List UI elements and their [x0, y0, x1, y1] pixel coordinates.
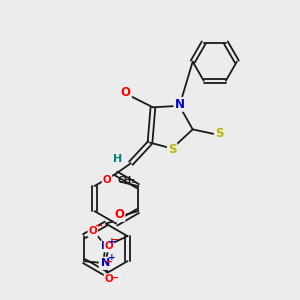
- Text: −: −: [111, 272, 119, 282]
- Text: O: O: [88, 226, 97, 236]
- Text: −: −: [105, 257, 113, 267]
- Text: O: O: [121, 86, 131, 99]
- Text: O: O: [100, 259, 108, 269]
- Text: O: O: [104, 241, 113, 250]
- Text: S: S: [168, 143, 176, 157]
- Text: N: N: [101, 242, 110, 251]
- Text: O: O: [104, 274, 113, 284]
- Text: O: O: [115, 208, 124, 221]
- Text: +: +: [107, 237, 115, 246]
- Text: O: O: [103, 175, 111, 185]
- Text: CH₃: CH₃: [118, 176, 136, 185]
- Text: −: −: [95, 221, 103, 231]
- Text: N: N: [174, 98, 184, 111]
- Text: S: S: [215, 127, 224, 140]
- Text: H: H: [113, 154, 122, 164]
- Text: N: N: [101, 258, 110, 268]
- Text: −: −: [111, 235, 119, 245]
- Text: +: +: [108, 253, 116, 262]
